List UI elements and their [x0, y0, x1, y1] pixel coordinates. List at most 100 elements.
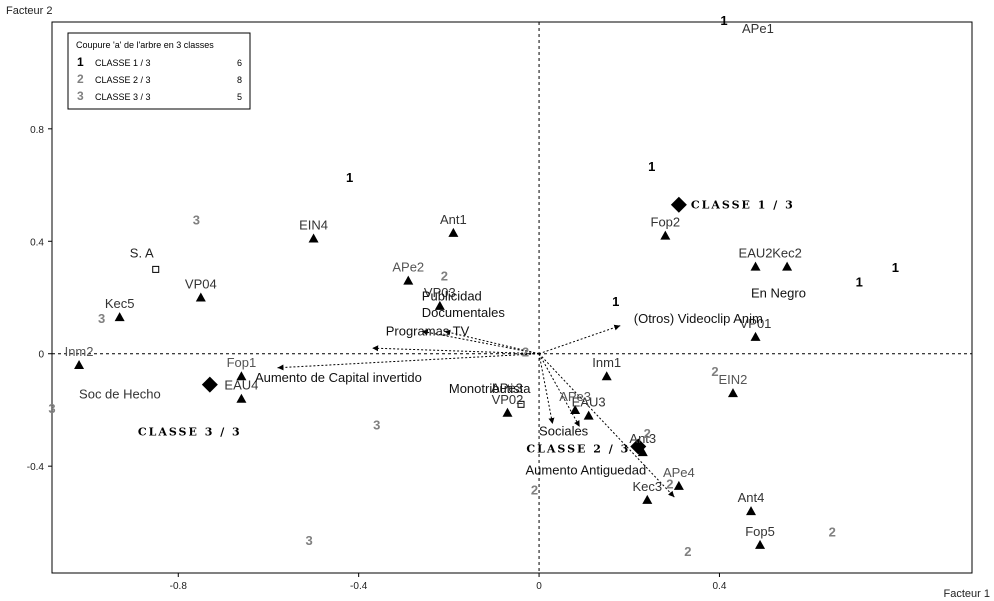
class-marker-2: 2	[531, 482, 538, 497]
point-marker	[782, 261, 793, 271]
legend-entry-num: 2	[77, 72, 84, 86]
point-label: VP02	[492, 392, 524, 407]
legend-entry-count: 6	[237, 58, 242, 68]
point-marker	[750, 261, 761, 271]
point-label: Fop1	[227, 355, 257, 370]
modality-label: APe1	[742, 21, 774, 36]
point-marker	[727, 388, 738, 398]
centroid-marker	[201, 376, 218, 393]
plot-frame	[51, 21, 973, 574]
point-label: APe4	[663, 465, 695, 480]
point-label: EAU3	[572, 395, 606, 410]
point-marker	[434, 300, 445, 310]
point-label: Kec3	[632, 479, 662, 494]
centroid-label: CLASSE 2 / 3	[526, 442, 630, 455]
point-marker	[236, 371, 247, 381]
point-label: APe3	[559, 389, 591, 404]
class-marker-2: 2	[666, 477, 673, 492]
point-marker	[195, 292, 206, 302]
legend-entry-label: CLASSE 1 / 3	[95, 58, 151, 68]
arrow-label: Programas TV	[386, 323, 470, 338]
y-axis-title: Facteur 2	[6, 5, 52, 17]
point-marker	[601, 371, 612, 381]
arrow-aumento-de-capital-invertido	[277, 353, 540, 371]
arrow-sociales	[538, 353, 581, 428]
class-marker-2: 2	[522, 345, 529, 360]
legend-entry-label: CLASSE 3 / 3	[95, 92, 151, 102]
point-marker	[637, 447, 648, 457]
class-marker-1: 1	[612, 294, 619, 309]
class-marker-2: 2	[684, 544, 691, 559]
centroid-label: CLASSE 3 / 3	[138, 426, 242, 439]
legend-box	[67, 32, 251, 110]
arrow-label: Aumento de Capital invertido	[255, 370, 422, 385]
x-tick-label: -0.8	[170, 581, 188, 592]
class-marker-2: 2	[644, 426, 651, 441]
class-marker-2: 2	[829, 524, 836, 539]
point-marker	[673, 480, 684, 490]
arrow-label: Sociales	[539, 423, 589, 438]
point-label: VP03	[424, 285, 456, 300]
y-tick-label: 0.4	[30, 237, 44, 248]
point-marker	[642, 494, 653, 504]
arrow-label: (Otros) Videoclip Anim	[634, 311, 763, 326]
point-marker	[660, 230, 671, 240]
supplementary-marker	[152, 265, 160, 273]
arrow-label: Documentales	[422, 305, 506, 320]
x-axis-title: Facteur 1	[944, 588, 990, 600]
class-marker-3: 3	[305, 533, 312, 548]
supplementary-label: APe3	[491, 380, 523, 395]
class-marker-2: 2	[441, 269, 448, 284]
point-marker	[308, 233, 319, 243]
point-label: APe2	[392, 260, 424, 275]
point-label: Fop5	[745, 524, 775, 539]
point-label: VP01	[740, 316, 772, 331]
legend-entry-num: 3	[77, 89, 84, 103]
class-marker-3: 3	[98, 311, 105, 326]
point-marker	[755, 539, 766, 549]
point-marker	[403, 275, 414, 285]
x-tick-label: -0.4	[350, 581, 368, 592]
point-label: Kec2	[772, 246, 802, 261]
point-marker	[746, 506, 757, 516]
arrow-monotributista	[538, 353, 555, 425]
arrow-label: Aumento Antiguedad	[526, 463, 647, 478]
y-tick-label: 0.8	[30, 125, 44, 136]
modality-label: Soc de Hecho	[79, 387, 161, 402]
supplementary-label: S. A	[130, 245, 154, 260]
point-marker	[448, 227, 459, 237]
point-label: Ant3	[629, 431, 656, 446]
arrow-documentales	[444, 329, 540, 355]
legend-entry-count: 8	[237, 75, 242, 85]
point-marker	[114, 312, 125, 322]
arrow-label: En Negro	[751, 286, 806, 301]
point-label: Ant4	[738, 490, 765, 505]
class-marker-1: 1	[720, 13, 727, 28]
point-label: Ant1	[440, 212, 467, 227]
point-label: Fop2	[651, 215, 681, 230]
legend-entry-count: 5	[237, 92, 242, 102]
legend-entry-label: CLASSE 2 / 3	[95, 75, 151, 85]
class-marker-2: 2	[711, 364, 718, 379]
arrow-label: Monotributista	[449, 381, 531, 396]
point-label: Inm2	[65, 344, 94, 359]
centroid-marker	[670, 196, 687, 213]
class-marker-1: 1	[892, 260, 899, 275]
legend-entry-num: 1	[77, 55, 84, 69]
point-marker	[570, 404, 581, 414]
class-marker-1: 1	[856, 274, 863, 289]
x-tick-label: 0.4	[712, 581, 726, 592]
point-marker	[583, 410, 594, 420]
class-marker-3: 3	[373, 418, 380, 433]
point-label: EIN2	[719, 372, 748, 387]
arrow--otros-videoclip-anim	[538, 324, 621, 355]
point-marker	[74, 359, 85, 369]
class-marker-1: 1	[648, 159, 655, 174]
x-tick-label: 0	[536, 581, 542, 592]
point-label: EIN4	[299, 217, 328, 232]
point-marker	[502, 407, 513, 417]
point-label: EAU2	[739, 246, 773, 261]
class-marker-3: 3	[193, 212, 200, 227]
arrow-aumento-antiguedad	[538, 353, 675, 498]
